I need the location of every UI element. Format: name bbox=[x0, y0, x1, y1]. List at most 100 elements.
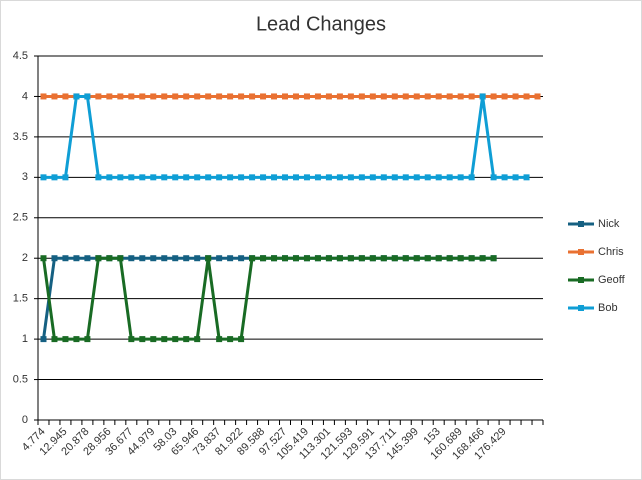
marker bbox=[227, 336, 234, 343]
legend-marker bbox=[578, 249, 584, 255]
marker bbox=[106, 255, 113, 262]
marker bbox=[336, 255, 343, 262]
marker bbox=[347, 255, 354, 262]
y-tick-label: 3.5 bbox=[13, 131, 28, 143]
marker bbox=[172, 336, 179, 343]
marker bbox=[183, 255, 190, 262]
marker bbox=[468, 93, 475, 100]
marker bbox=[139, 255, 146, 262]
marker bbox=[347, 93, 354, 100]
marker bbox=[161, 93, 168, 100]
marker bbox=[161, 174, 168, 181]
legend-label: Chris bbox=[598, 246, 624, 258]
marker bbox=[282, 174, 289, 181]
marker bbox=[205, 93, 212, 100]
marker bbox=[194, 336, 201, 343]
y-tick-label: 0 bbox=[22, 414, 28, 426]
marker bbox=[40, 93, 47, 100]
marker bbox=[216, 336, 223, 343]
marker bbox=[457, 174, 464, 181]
marker bbox=[73, 93, 80, 100]
marker bbox=[369, 255, 376, 262]
marker bbox=[73, 336, 80, 343]
marker bbox=[468, 174, 475, 181]
marker bbox=[150, 174, 157, 181]
marker bbox=[402, 93, 409, 100]
marker bbox=[249, 174, 256, 181]
marker bbox=[380, 174, 387, 181]
marker bbox=[128, 174, 135, 181]
y-tick-label: 0.5 bbox=[13, 373, 28, 385]
y-tick-label: 1.5 bbox=[13, 293, 28, 305]
marker bbox=[183, 336, 190, 343]
marker bbox=[446, 255, 453, 262]
marker bbox=[172, 93, 179, 100]
marker bbox=[139, 336, 146, 343]
marker bbox=[534, 93, 541, 100]
marker bbox=[336, 174, 343, 181]
marker bbox=[62, 93, 69, 100]
marker bbox=[106, 174, 113, 181]
marker bbox=[446, 174, 453, 181]
marker bbox=[271, 174, 278, 181]
marker bbox=[117, 93, 124, 100]
marker bbox=[468, 255, 475, 262]
marker bbox=[435, 255, 442, 262]
marker bbox=[271, 255, 278, 262]
marker bbox=[490, 255, 497, 262]
chart-title: Lead Changes bbox=[256, 13, 386, 35]
marker bbox=[150, 93, 157, 100]
marker bbox=[501, 93, 508, 100]
marker bbox=[369, 174, 376, 181]
marker bbox=[303, 93, 310, 100]
marker bbox=[314, 255, 321, 262]
y-tick-label: 2 bbox=[22, 252, 28, 264]
marker bbox=[260, 255, 267, 262]
marker bbox=[40, 255, 47, 262]
marker bbox=[369, 93, 376, 100]
marker bbox=[292, 93, 299, 100]
marker bbox=[51, 174, 58, 181]
marker bbox=[95, 174, 102, 181]
y-tick-label: 3 bbox=[22, 171, 28, 183]
marker bbox=[523, 93, 530, 100]
marker bbox=[282, 255, 289, 262]
marker bbox=[435, 174, 442, 181]
marker bbox=[150, 255, 157, 262]
legend-marker bbox=[578, 305, 584, 311]
marker bbox=[40, 174, 47, 181]
marker bbox=[292, 174, 299, 181]
marker bbox=[479, 255, 486, 262]
marker bbox=[457, 255, 464, 262]
marker bbox=[249, 255, 256, 262]
marker bbox=[303, 174, 310, 181]
marker bbox=[260, 174, 267, 181]
marker bbox=[183, 93, 190, 100]
marker bbox=[139, 93, 146, 100]
marker bbox=[128, 93, 135, 100]
marker bbox=[358, 255, 365, 262]
marker bbox=[227, 255, 234, 262]
marker bbox=[84, 93, 91, 100]
marker bbox=[292, 255, 299, 262]
marker bbox=[62, 174, 69, 181]
marker bbox=[161, 336, 168, 343]
marker bbox=[512, 174, 519, 181]
marker bbox=[501, 174, 508, 181]
marker bbox=[84, 255, 91, 262]
marker bbox=[325, 93, 332, 100]
marker bbox=[128, 336, 135, 343]
marker bbox=[40, 336, 47, 343]
marker bbox=[106, 93, 113, 100]
marker bbox=[51, 255, 58, 262]
marker bbox=[249, 93, 256, 100]
marker bbox=[314, 174, 321, 181]
marker bbox=[424, 93, 431, 100]
marker bbox=[336, 93, 343, 100]
legend-label: Geoff bbox=[598, 274, 626, 286]
marker bbox=[490, 93, 497, 100]
marker bbox=[183, 174, 190, 181]
marker bbox=[62, 255, 69, 262]
marker bbox=[424, 255, 431, 262]
